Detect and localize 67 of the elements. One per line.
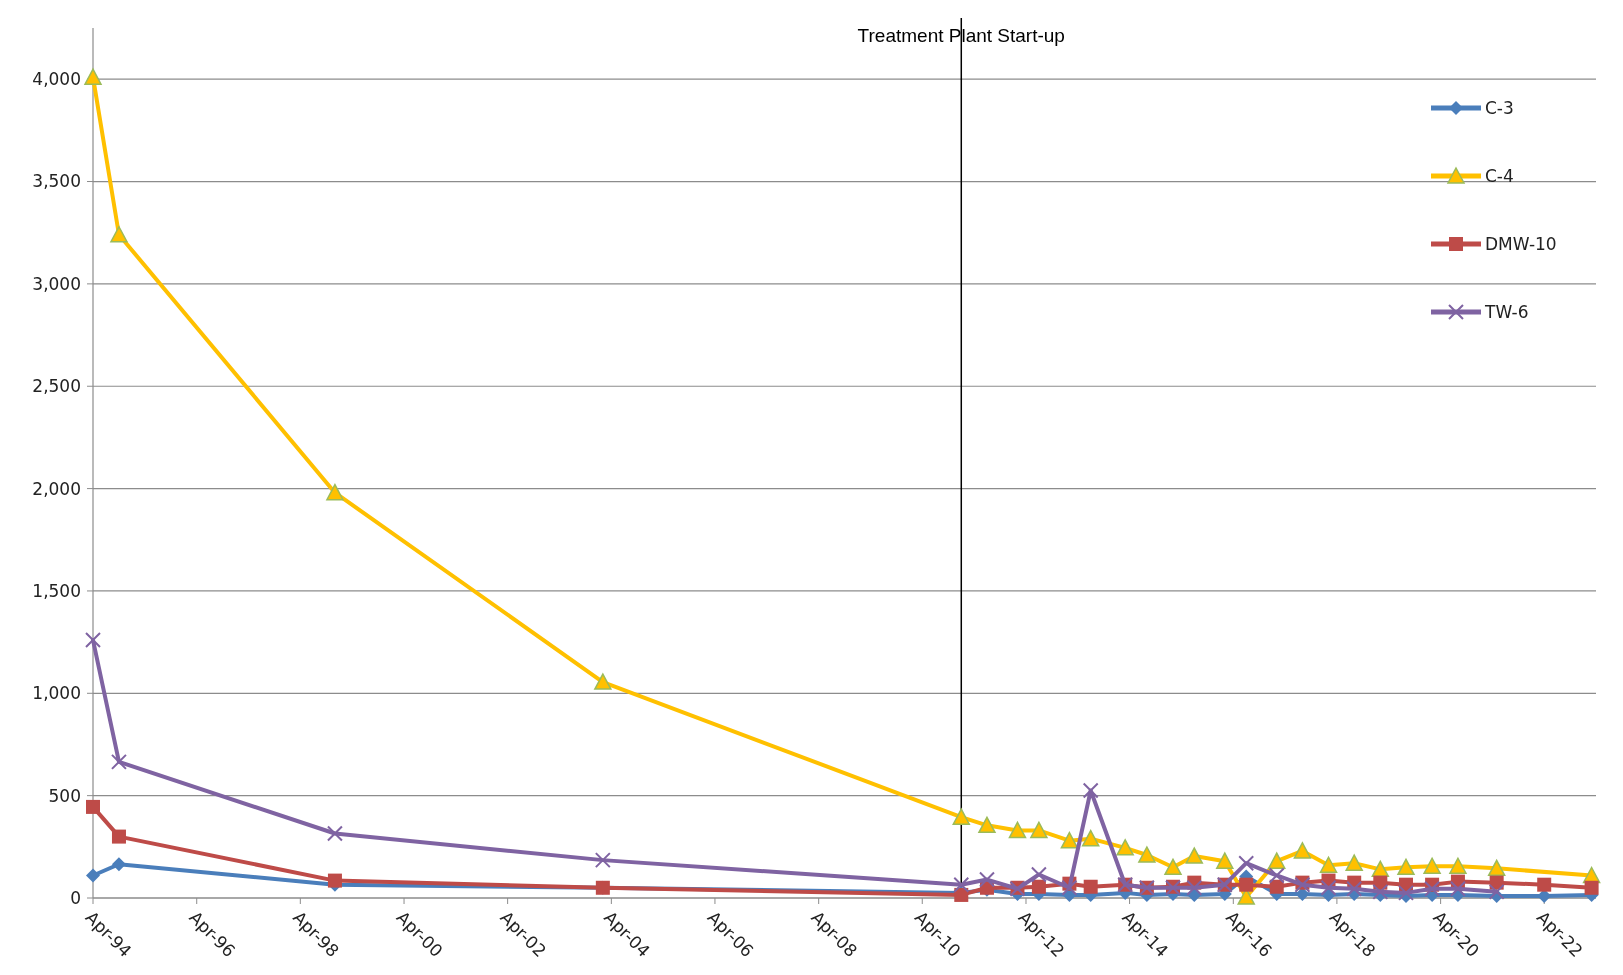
point [1268,867,1285,884]
point [594,852,611,869]
point [1239,877,1254,892]
point [1186,879,1203,896]
point [1293,842,1312,859]
point [978,871,995,888]
point [1267,852,1286,869]
point [1083,879,1098,894]
point [1320,879,1337,896]
point [1372,883,1389,900]
point [1138,846,1156,863]
point [978,816,996,834]
point [1423,857,1441,875]
point [326,825,343,842]
y-tick-label: 0 [70,887,81,908]
point [1345,854,1363,871]
point [1449,880,1466,897]
point [1216,852,1234,869]
y-tick-label: 3,500 [32,171,81,192]
point [1185,847,1204,864]
point [1584,880,1599,895]
point [1424,880,1441,897]
point [1030,821,1048,839]
point [1008,821,1027,839]
point [1398,884,1414,901]
point [86,799,100,814]
y-tick-label: 1,500 [32,580,81,601]
point [1488,883,1505,900]
point [1371,860,1390,878]
point [1537,877,1552,892]
point [1449,857,1467,875]
y-tick-label: 3,000 [32,273,81,294]
point [1397,858,1415,876]
legend-label: C-3 [1485,97,1514,118]
point [1269,879,1284,894]
point [952,808,971,825]
y-tick-label: 4,000 [32,69,81,90]
point [1060,831,1079,849]
point [1164,858,1182,876]
point [1346,880,1363,897]
point [327,873,342,888]
point [86,868,100,883]
point [1031,879,1046,894]
point [1238,855,1255,872]
point [1116,839,1134,856]
y-tick-label: 1,000 [32,683,81,704]
point [1319,856,1338,873]
point [326,483,344,501]
point [1081,829,1100,847]
point [1030,866,1047,883]
point [84,68,102,85]
point [1061,879,1078,896]
y-tick-label: 2,000 [32,478,81,499]
legend-label: TW-6 [1484,301,1529,322]
legend-label: C-4 [1485,165,1514,186]
point [594,673,612,690]
point [85,632,101,649]
point [1082,782,1099,799]
legend-label: DMW-10 [1485,233,1557,254]
point [110,753,127,770]
y-tick-label: 2,500 [32,376,81,397]
point [1487,859,1506,877]
point [111,829,126,844]
point [953,876,970,893]
y-tick-label: 500 [48,785,81,806]
point [110,226,128,243]
point [111,857,126,872]
